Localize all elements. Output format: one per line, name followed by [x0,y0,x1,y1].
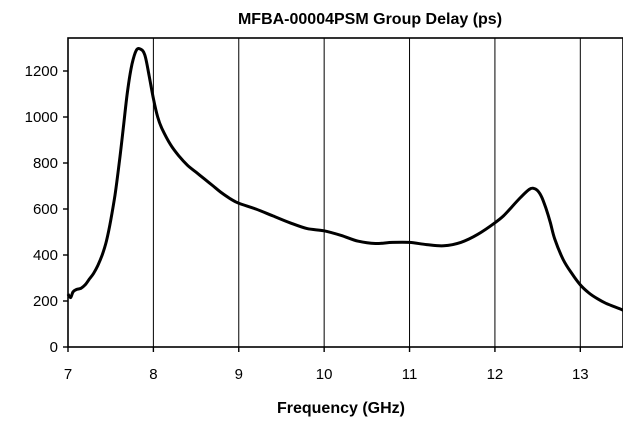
x-tick-label-13: 13 [572,366,589,383]
y-tick-label-1000: 1000 [25,109,58,126]
y-axis: 0 200 400 600 800 1000 1200 [25,63,68,356]
x-tick-label-11: 11 [402,366,418,383]
y-tick-label-1200: 1200 [25,63,58,80]
x-tick-label-7: 7 [64,366,72,383]
x-tick-label-12: 12 [487,366,504,383]
chart-title: MFBA-00004PSM Group Delay (ps) [238,11,502,28]
series-line [66,47,623,312]
gridlines [152,38,581,347]
y-tick-label-600: 600 [33,201,58,218]
x-axis-label: Frequency (GHz) [277,400,405,417]
x-tick-label-9: 9 [235,366,243,383]
x-tick-label-10: 10 [316,366,333,383]
y-tick-label-800: 800 [33,155,58,172]
plot-frame [67,37,623,348]
x-axis: 7 8 9 10 11 12 13 [64,347,589,383]
y-tick-label-0: 0 [50,339,58,356]
x-tick-label-8: 8 [149,366,157,383]
y-tick-label-400: 400 [33,247,58,264]
y-tick-label-200: 200 [33,293,58,310]
